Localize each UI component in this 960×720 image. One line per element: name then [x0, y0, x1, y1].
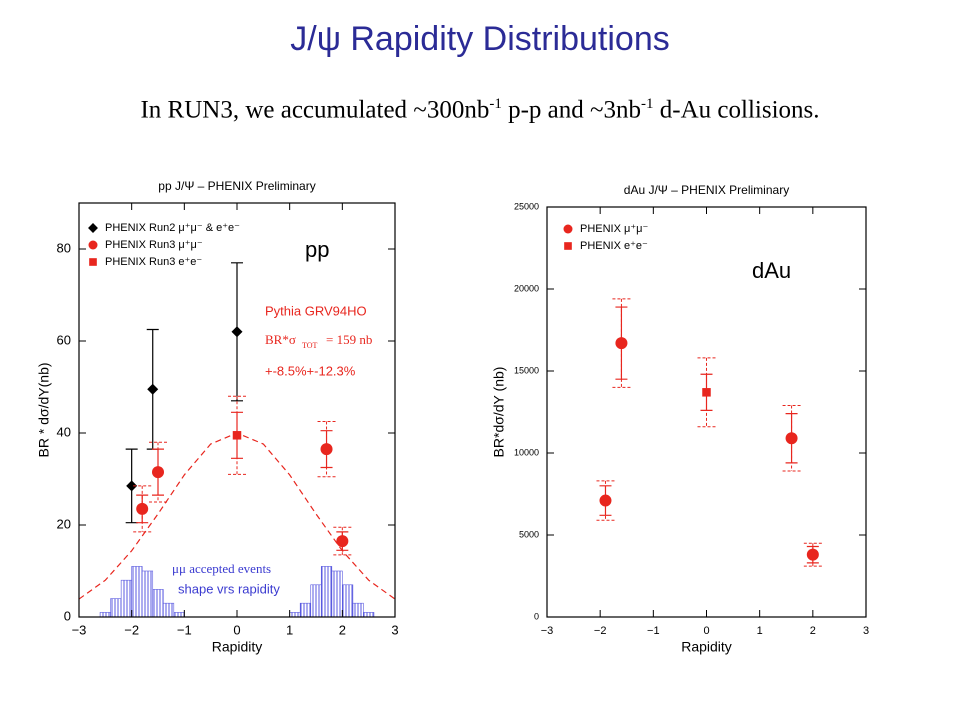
histogram-bar — [120, 579, 132, 618]
annotation: BR*σ — [265, 332, 296, 347]
legend-label: PHENIX μ⁺μ⁻ — [580, 223, 648, 235]
annotation: TOT — [302, 341, 318, 350]
x-tick-label: 2 — [339, 622, 346, 637]
histogram-bar — [152, 589, 164, 618]
sys-error — [228, 395, 246, 475]
annotation: μμ accepted events — [172, 561, 271, 576]
marker — [806, 548, 819, 561]
legend-marker — [564, 242, 572, 250]
histogram-bar — [131, 566, 143, 618]
x-tick-label: −1 — [177, 622, 192, 637]
y-tick-label: 25000 — [514, 201, 539, 211]
x-tick-label: −2 — [594, 625, 607, 637]
legend-marker — [563, 224, 573, 234]
subtitle-sup: -1 — [489, 96, 502, 112]
x-tick-label: 1 — [286, 622, 293, 637]
chart-title: pp J/Ψ – PHENIX Preliminary — [158, 179, 315, 193]
subtitle-text: d-Au collisions. — [653, 96, 820, 124]
histogram-bar — [352, 602, 364, 618]
histogram-bar — [342, 584, 354, 618]
sys-error — [612, 298, 631, 388]
histogram-bar — [289, 612, 301, 618]
y-tick-label: 15000 — [514, 365, 539, 375]
subtitle-text: p-p and ~3nb — [501, 96, 642, 124]
y-tick-label: 20000 — [514, 283, 539, 293]
legend-marker — [88, 240, 98, 250]
x-tick-label: 3 — [391, 622, 398, 637]
x-tick-label: −1 — [647, 625, 660, 637]
subtitle-sup: -1 — [641, 96, 654, 112]
x-tick-label: 0 — [233, 622, 240, 637]
legend-label: PHENIX Run3 μ⁺μ⁻ — [105, 239, 203, 251]
annotation: shape vrs rapidity — [178, 581, 280, 596]
annotation: Pythia GRV94HO — [265, 303, 367, 318]
marker — [147, 383, 159, 395]
histogram-bar — [162, 602, 175, 618]
y-tick-label: 5000 — [519, 529, 539, 539]
x-tick-label: 0 — [703, 625, 709, 637]
y-tick-label: 10000 — [514, 447, 539, 457]
y-axis-label: BR*dσ/dY (nb) — [491, 367, 507, 458]
y-tick-label: 0 — [64, 608, 71, 623]
annotation: = 159 nb — [326, 332, 372, 347]
x-tick-label: 3 — [863, 625, 869, 637]
subtitle-text: In RUN3, we accumulated ~300nb — [140, 96, 490, 124]
histogram-bar — [99, 612, 111, 618]
marker — [152, 466, 164, 479]
x-tick-label: −3 — [541, 625, 554, 637]
y-tick-label: 40 — [57, 424, 71, 439]
x-tick-label: −2 — [124, 622, 139, 637]
marker — [231, 326, 243, 338]
y-tick-label: 0 — [534, 611, 539, 621]
histogram-bar — [299, 602, 312, 618]
legend-marker — [88, 223, 98, 233]
histogram-bar — [110, 598, 122, 618]
legend-label: PHENIX Run2 μ⁺μ⁻ & e⁺e⁻ — [105, 222, 240, 234]
x-tick-label: 2 — [810, 625, 816, 637]
marker — [702, 388, 711, 397]
y-tick-label: 60 — [57, 332, 71, 347]
legend-label: PHENIX Run3 e⁺e⁻ — [105, 256, 202, 268]
histogram-bar — [363, 612, 375, 618]
x-axis-label: Rapidity — [681, 639, 732, 655]
histogram-bar — [310, 584, 322, 618]
marker — [785, 432, 798, 445]
marker — [336, 535, 349, 548]
legend-label: PHENIX e⁺e⁻ — [580, 240, 648, 252]
marker — [232, 431, 242, 440]
y-tick-label: 20 — [57, 516, 71, 531]
marker — [615, 337, 628, 350]
y-tick-label: 80 — [57, 240, 71, 255]
slide-subtitle: In RUN3, we accumulated ~300nb-1 p-p and… — [0, 96, 960, 124]
marker — [126, 480, 138, 492]
histogram-bar — [320, 566, 333, 618]
marker — [136, 502, 149, 515]
histogram-bar — [141, 570, 154, 618]
x-tick-label: −3 — [72, 622, 87, 637]
marker — [599, 494, 612, 507]
annotation: +-8.5%+-12.3% — [265, 363, 356, 378]
slide-title: J/ψ Rapidity Distributions — [290, 20, 670, 58]
histogram-bar — [331, 570, 343, 618]
histogram-bar — [173, 612, 185, 618]
annotation: pp — [305, 237, 329, 262]
annotation: dAu — [752, 258, 791, 283]
marker — [320, 443, 333, 456]
chart-title: dAu J/Ψ – PHENIX Preliminary — [624, 183, 789, 197]
x-tick-label: 1 — [757, 625, 763, 637]
sys-error — [697, 357, 716, 428]
legend-marker — [89, 258, 97, 266]
x-axis-label: Rapidity — [212, 639, 263, 655]
sys-error — [149, 441, 167, 503]
y-axis-label: BR * dσ/dY(nb) — [36, 362, 52, 457]
